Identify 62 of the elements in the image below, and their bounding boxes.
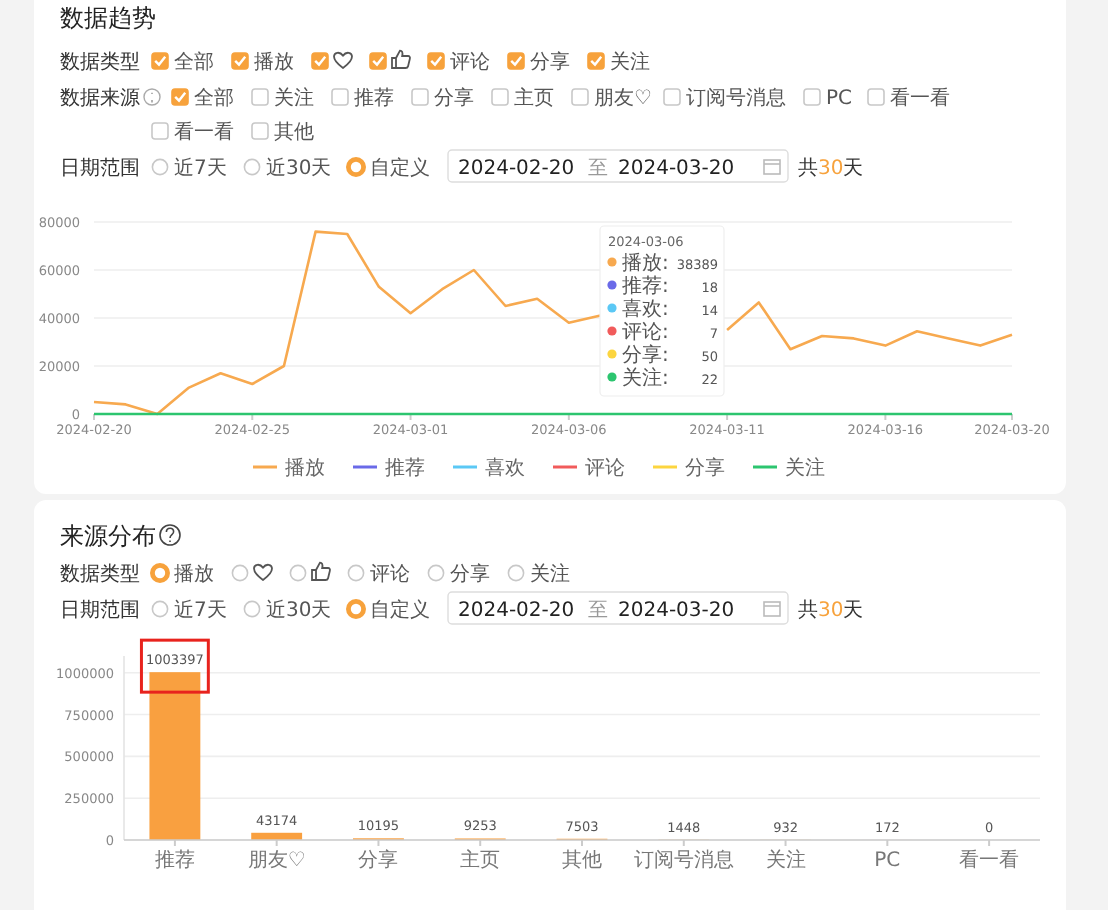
annotation: 播放: (622, 251, 669, 275)
text: 关注 (274, 86, 314, 110)
legend-label: 播放 (285, 456, 325, 480)
text: 其他 (274, 120, 314, 144)
text: 全部 (174, 50, 214, 74)
text: 自定义 (370, 156, 430, 180)
text: 推荐 (354, 86, 394, 110)
text: 共30天 (798, 156, 864, 180)
text: 近7天 (174, 156, 227, 180)
text: 近7天 (174, 598, 227, 622)
text: 关注 (610, 50, 650, 74)
text: 朋友♡ (594, 88, 652, 110)
legend-label: 喜欢 (485, 456, 525, 480)
text: 2024-03-20 (618, 600, 735, 622)
text: 数据类型 (60, 562, 140, 586)
text: 自定义 (370, 598, 430, 622)
text: 订阅号消息 (686, 86, 786, 110)
text: 分享 (434, 86, 474, 110)
text: 2024-03-20 (618, 158, 735, 180)
text: 分享 (530, 50, 570, 74)
annotation: 关注: (622, 366, 669, 390)
x-tick-label: 其他 (562, 848, 602, 872)
legend-label: 分享 (685, 456, 725, 480)
annotation: 评论: (622, 320, 669, 344)
legend-label: 关注 (785, 456, 825, 480)
text: 播放 (174, 562, 214, 586)
chart-title: 数据趋势 (60, 4, 156, 32)
text: 日期范围 (60, 598, 140, 622)
x-tick-label: 订阅号消息 (633, 848, 734, 872)
x-tick-label: 朋友♡ (247, 850, 306, 872)
text: 2024-02-20 (458, 158, 575, 180)
text: 播放 (254, 50, 294, 74)
text: 看一看 (890, 86, 950, 110)
legend-label: 推荐 (385, 456, 425, 480)
text: 近30天 (266, 156, 332, 180)
annotation: 喜欢: (622, 297, 669, 321)
x-tick-label: 分享 (358, 848, 399, 872)
text: 全部 (194, 86, 234, 110)
text: 数据来源 (60, 86, 140, 110)
text: 数据类型 (60, 50, 140, 74)
text: 近30天 (266, 598, 332, 622)
x-tick-label: 关注 (765, 848, 806, 872)
text: 分享 (450, 562, 490, 586)
text: 看一看 (174, 120, 234, 144)
legend-label: 评论 (585, 456, 625, 480)
text: PC (826, 88, 853, 110)
x-tick-label: 推荐 (154, 848, 195, 872)
text: 共30天 (798, 598, 864, 622)
text: 主页 (514, 86, 554, 110)
x-tick-label: PC (874, 850, 901, 872)
text: 日期范围 (60, 156, 140, 180)
text: 评论 (370, 562, 410, 586)
chart-title: 来源分布 (60, 522, 156, 550)
text: 关注 (530, 562, 570, 586)
x-tick-label: 主页 (460, 848, 501, 872)
annotation: 分享: (622, 343, 669, 367)
text: 2024-02-20 (458, 600, 575, 622)
text: 评论 (450, 50, 490, 74)
annotation: 推荐: (622, 274, 669, 298)
x-tick-label: 看一看 (959, 848, 1020, 872)
text: 至 (588, 158, 608, 180)
text: 至 (588, 600, 608, 622)
